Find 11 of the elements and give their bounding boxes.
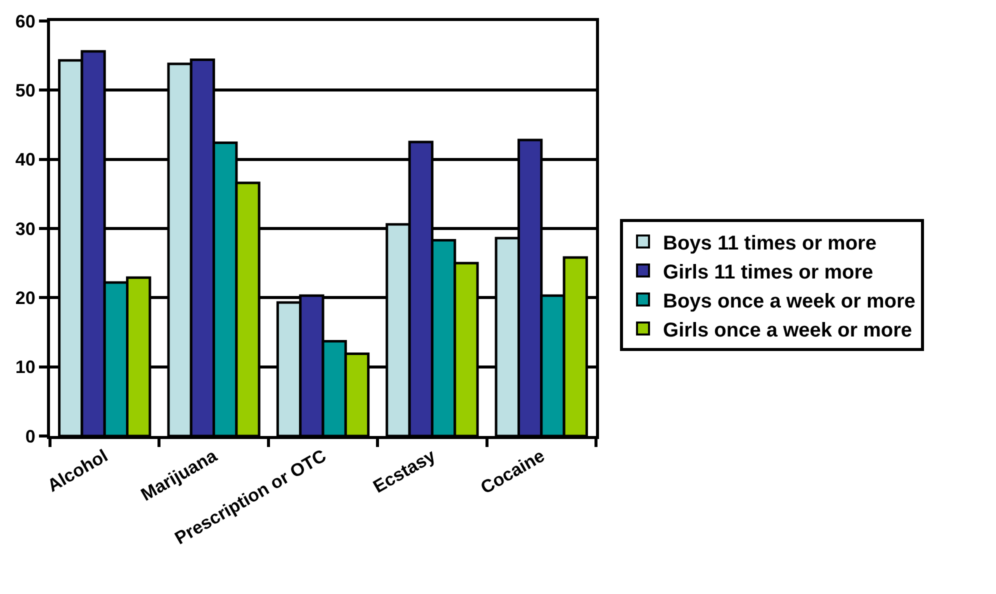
y-tick-label: 40 — [15, 150, 36, 170]
legend-label: Boys 11 times or more — [663, 232, 876, 254]
legend-label: Boys once a week or more — [663, 290, 916, 312]
y-tick-label: 20 — [15, 288, 36, 308]
legend-label: Girls once a week or more — [663, 319, 912, 342]
y-tick-label: 50 — [15, 80, 36, 100]
y-tick-label: 0 — [25, 426, 36, 446]
y-tick-label: 10 — [15, 357, 36, 378]
y-tick-label: 30 — [15, 218, 36, 239]
legend-label: Girls 11 times or more — [663, 261, 874, 284]
y-tick-label: 60 — [15, 11, 36, 32]
